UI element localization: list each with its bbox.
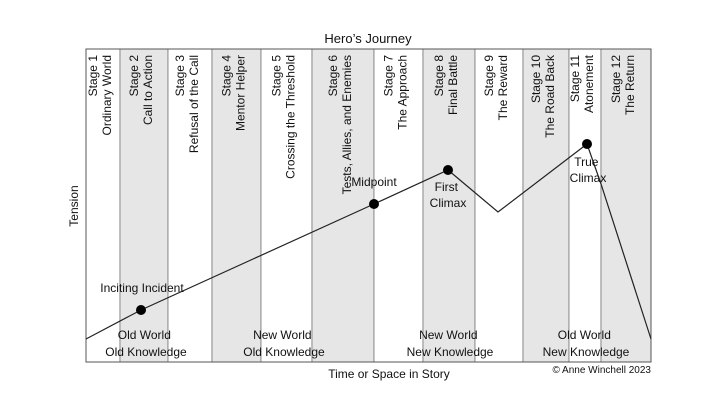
midpoint-label: Midpoint [351, 175, 397, 189]
stage-number: Stage 3 [173, 55, 187, 97]
stage-label-5: Stage 5Crossing the Threshold [270, 55, 298, 179]
stage-name: The Reward [496, 55, 510, 120]
stage-name: Final Battle [446, 55, 460, 115]
stage-column-4 [211, 48, 262, 363]
stage-name: The Road Back [543, 54, 557, 138]
tension-line [85, 143, 652, 340]
stage-label-11: Stage 11Atonement [568, 54, 596, 113]
first-climax-marker [443, 165, 453, 175]
world-label-old-new: Old World New Knowledge [543, 328, 630, 359]
stage-number: Stage 6 [326, 55, 340, 97]
stage-number: Stage 4 [220, 55, 234, 97]
stage-column-1 [85, 48, 121, 363]
stage-name: Ordinary World [100, 55, 114, 135]
stage-name: Tests, Allies, and Enemies [340, 55, 354, 194]
world-label-old-old: Old World Old Knowledge [105, 328, 187, 359]
world-label-new-new: New World New Knowledge [407, 328, 494, 359]
stage-label-12: Stage 12The Return [609, 55, 637, 115]
copyright-notice: © Anne Winchell 2023 [552, 365, 651, 376]
stage-column-8 [422, 48, 476, 363]
stage-number: Stage 2 [127, 55, 141, 97]
stage-label-8: Stage 8Final Battle [432, 55, 460, 115]
stage-number: Stage 5 [270, 55, 284, 97]
stage-bands [85, 48, 652, 363]
stage-label-6: Stage 6Tests, Allies, and Enemies [326, 55, 354, 195]
stage-name: Refusal of the Call [187, 55, 201, 153]
stage-name: Atonement [582, 54, 596, 113]
stage-number: Stage 11 [568, 55, 582, 102]
plot-frame [85, 48, 652, 363]
inciting-incident-marker [136, 305, 146, 315]
true-climax-marker [582, 139, 592, 149]
midpoint-marker [369, 199, 379, 209]
stage-number: Stage 1 [86, 55, 100, 97]
stage-column-5 [260, 48, 313, 363]
diagram-title: Hero’s Journey [324, 31, 412, 46]
stage-label-9: Stage 9The Reward [482, 55, 510, 121]
stage-name: The Return [623, 55, 637, 115]
stage-column-10 [522, 48, 570, 363]
stage-number: Stage 9 [482, 55, 496, 97]
stage-column-12 [600, 48, 652, 363]
stage-label-3: Stage 3Refusal of the Call [173, 55, 201, 153]
world-label-new-old: New World Old Knowledge [243, 328, 325, 359]
stage-number: Stage 7 [382, 55, 396, 97]
stage-column-6 [311, 48, 375, 363]
stage-number: Stage 12 [609, 55, 623, 103]
stage-labels: Stage 1Ordinary World Stage 2Call to Acti… [86, 54, 637, 194]
stage-label-7: Stage 7The Approach [382, 55, 410, 130]
true-climax-label: True Climax [570, 155, 607, 185]
y-axis-label: Tension [67, 185, 81, 226]
stage-name: Call to Action [141, 55, 155, 125]
x-axis-label: Time or Space in Story [328, 367, 450, 381]
stage-label-2: Stage 2Call to Action [127, 55, 155, 125]
stage-label-10: Stage 10The Road Back [529, 54, 557, 138]
stage-name: Crossing the Threshold [284, 55, 298, 179]
inciting-incident-label: Inciting Incident [100, 281, 184, 295]
stage-label-1: Stage 1Ordinary World [86, 55, 114, 136]
stage-name: Mentor Helper [234, 55, 248, 131]
stage-number: Stage 10 [529, 55, 543, 103]
first-climax-label: First Climax [430, 180, 467, 210]
stage-label-4: Stage 4Mentor Helper [220, 55, 248, 131]
stage-number: Stage 8 [432, 55, 446, 97]
stage-name: The Approach [396, 55, 410, 130]
